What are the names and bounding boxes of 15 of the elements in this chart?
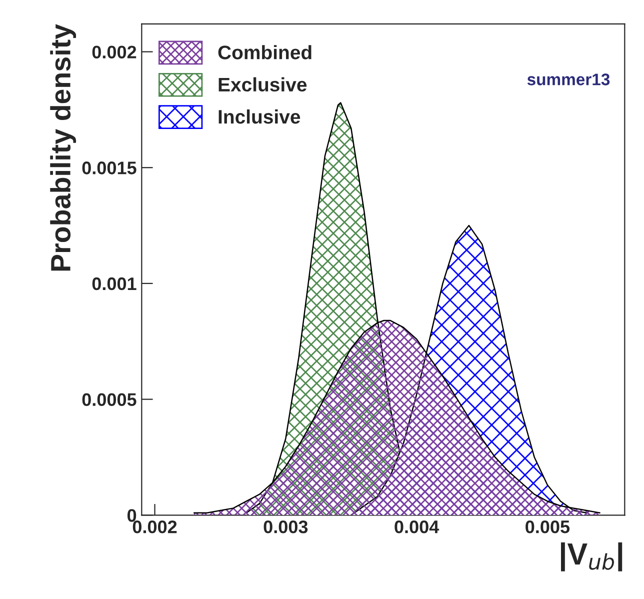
y-tick-label: 0.002: [92, 46, 136, 58]
x-tick-label: 0.005: [526, 520, 570, 534]
y-axis-title: Probability density: [50, 24, 76, 271]
x-axis-title: |V$_{ub}$|: [561, 542, 622, 572]
y-tick-label: 0.001: [92, 277, 136, 290]
y-tick-label: 0: [127, 509, 136, 522]
y-tick-label: 0.0005: [82, 393, 136, 406]
legend-label: Combined: [218, 45, 312, 60]
legend-label: Exclusive: [218, 77, 307, 92]
annotation: summer13: [527, 74, 610, 86]
legend-label: Inclusive: [218, 109, 300, 124]
y-tick-label: 0.0015: [82, 162, 136, 174]
x-tick-label: 0.003: [264, 520, 308, 534]
x-tick-label: 0.002: [132, 520, 177, 534]
x-tick-label: 0.004: [394, 520, 440, 534]
